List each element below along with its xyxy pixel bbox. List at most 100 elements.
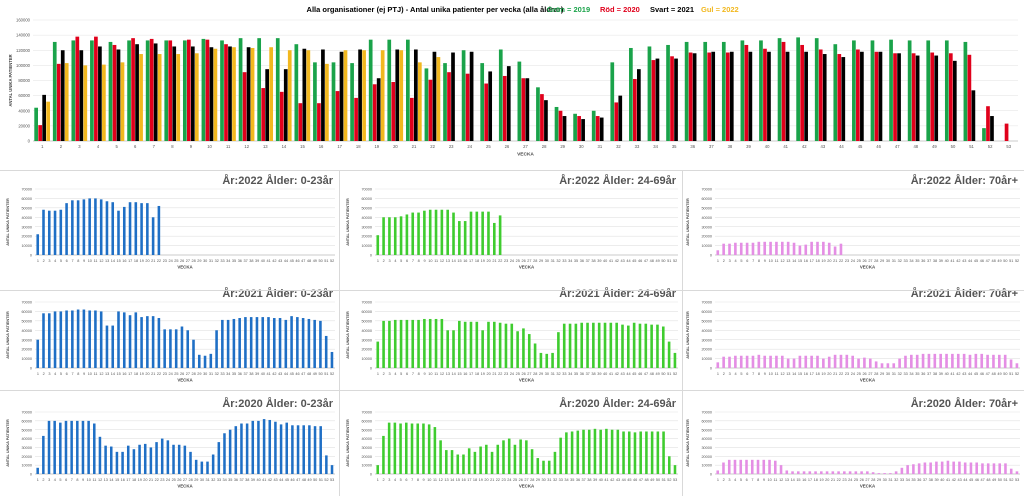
bar (871, 472, 875, 474)
x-tick-label: 18 (134, 259, 138, 263)
bar (986, 354, 989, 368)
bar (140, 203, 143, 255)
bar (780, 355, 784, 368)
x-tick-label: 4 (734, 372, 736, 376)
bar (428, 318, 432, 368)
bar (831, 471, 835, 474)
chart-title: År:2022 Ålder: 0-23år (222, 174, 333, 187)
x-tick-label: 41 (267, 372, 271, 376)
bar (874, 51, 879, 142)
x-tick-label: 11 (94, 259, 98, 263)
bar (145, 40, 150, 141)
x-tick-label: 3 (389, 259, 391, 263)
x-tick-label: 25 (172, 478, 176, 482)
x-tick-label: 16 (804, 372, 808, 376)
x-tick-label: 12 (99, 259, 103, 263)
bar (553, 451, 557, 474)
x-tick-label: 11 (775, 372, 779, 376)
y-axis-title: ANTAL UNIKA PATIENTER (346, 419, 350, 467)
x-tick-label: 12 (780, 259, 784, 263)
x-tick-label: 51 (667, 372, 671, 376)
bar (255, 317, 259, 368)
x-tick-label: 8 (76, 478, 78, 482)
bar (496, 444, 500, 474)
x-tick-label: 44 (968, 372, 972, 376)
bar (211, 454, 215, 474)
x-tick-label: 20 (827, 372, 831, 376)
x-tick-label: 29 (877, 478, 881, 482)
x-tick-label: 43 (821, 144, 826, 149)
bar (81, 420, 85, 474)
bar (413, 49, 418, 141)
x-tick-label: 21 (151, 372, 155, 376)
bar (615, 322, 618, 368)
bar (321, 49, 325, 141)
bar (898, 358, 901, 368)
x-tick-label: 39 (597, 372, 601, 376)
bar (609, 322, 613, 368)
x-tick-label: 10 (88, 259, 92, 263)
y-tick-label: 0 (30, 367, 32, 371)
x-tick-label: 39 (939, 372, 943, 376)
x-tick-label: 40 (261, 372, 265, 376)
x-tick-label: 26 (180, 259, 184, 263)
bar (930, 52, 935, 141)
bar (593, 428, 597, 474)
bar (565, 432, 568, 474)
x-tick-label: 34 (223, 478, 227, 482)
bar (376, 341, 380, 368)
x-tick-label: 7 (71, 372, 73, 376)
x-tick-label: 47 (986, 259, 990, 263)
row-divider (0, 290, 1024, 291)
bar (223, 433, 226, 474)
bar (443, 63, 447, 141)
bar (904, 355, 907, 368)
y-axis-title: ANTAL UNIKA PATIENTER (6, 311, 10, 359)
y-tick-label: 40000 (21, 437, 32, 441)
bar (554, 106, 559, 141)
x-tick-label: 34 (653, 144, 658, 149)
bar (833, 246, 837, 255)
x-tick-label: 8 (418, 259, 420, 263)
x-tick-label: 49 (997, 259, 1001, 263)
bar (405, 422, 408, 474)
bar (405, 214, 409, 255)
x-tick-label: 28 (189, 478, 193, 482)
bar (469, 211, 473, 255)
x-tick-label: 40 (261, 259, 265, 263)
y-axis-title: ANTAL UNIKA PATIENTER (8, 54, 13, 106)
x-tick-label: 15 (457, 372, 461, 376)
bar (112, 44, 117, 141)
x-tick-label: 30 (886, 259, 890, 263)
x-tick-label: 28 (530, 478, 534, 482)
bar (848, 471, 852, 474)
bar (240, 423, 243, 474)
x-tick-label: 8 (418, 372, 420, 376)
bar (948, 53, 953, 141)
x-tick-label: 35 (232, 372, 236, 376)
bar (456, 454, 460, 474)
bar (673, 352, 677, 368)
x-tick-label: 28 (533, 259, 537, 263)
x-tick-label: 51 (1009, 259, 1013, 263)
x-tick-label: 16 (463, 259, 467, 263)
y-tick-label: 70000 (701, 411, 712, 415)
bar (933, 353, 937, 368)
bar (102, 64, 106, 141)
x-tick-label: 48 (302, 478, 306, 482)
bar (644, 323, 648, 368)
bar (238, 318, 241, 368)
bar (647, 46, 652, 141)
x-tick-label: 12 (440, 259, 444, 263)
x-tick-label: 11 (433, 478, 437, 482)
bar (804, 355, 808, 368)
x-tick-label: 20 (484, 478, 488, 482)
x-tick-label: 18 (816, 259, 820, 263)
x-tick-label: 37 (923, 478, 927, 482)
x-tick-label: 32 (898, 259, 902, 263)
bar (71, 40, 76, 141)
x-tick-label: 4 (734, 478, 736, 482)
bar (331, 62, 336, 141)
x-tick-label: 30 (545, 259, 549, 263)
x-tick-label: 44 (968, 259, 972, 263)
